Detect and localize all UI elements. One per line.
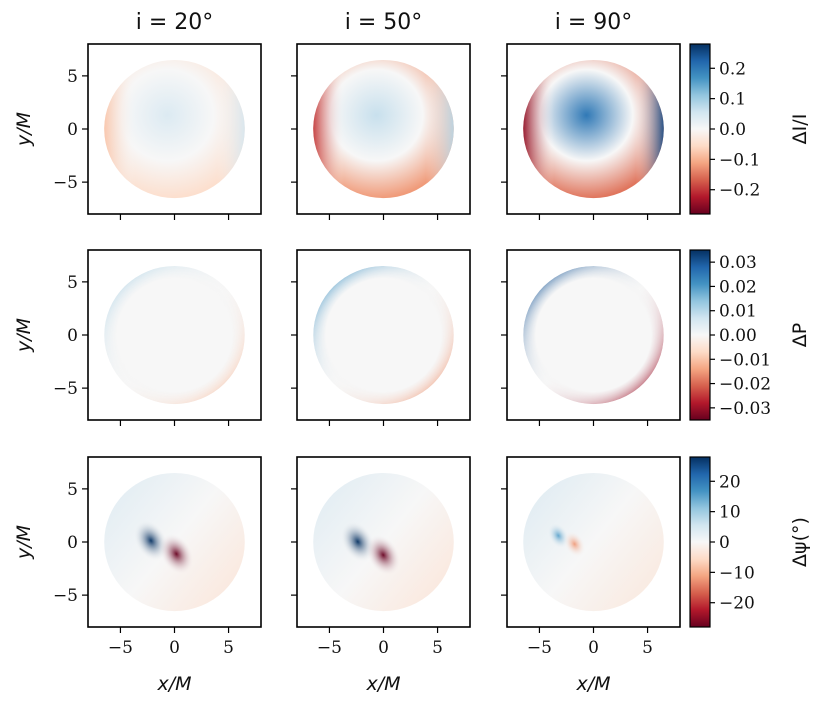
colorbar-label: ΔI/I xyxy=(789,114,811,145)
panel-r0-c2 xyxy=(501,43,681,220)
disk-rim-shading xyxy=(313,59,454,199)
x-tick-label: −5 xyxy=(527,638,552,658)
y-axis-label: y/M xyxy=(13,318,35,353)
y-tick-label: −5 xyxy=(53,586,78,606)
x-tick-label: 5 xyxy=(223,638,234,658)
colorbar-tick-label: −0.03 xyxy=(719,399,771,419)
colorbar-row-0: 0.2 0.1 0.0 −0.1 −0.2 ΔI/I xyxy=(689,43,811,215)
disk-rim-shading xyxy=(523,265,664,405)
panel-r0-c1 xyxy=(291,43,471,220)
colorbar xyxy=(689,43,711,215)
disk-rim-shading xyxy=(104,59,245,199)
x-tick-label: 5 xyxy=(432,638,443,658)
panel-r1-c1 xyxy=(291,249,471,426)
colorbar-tick-label: −0.02 xyxy=(719,375,771,395)
column-title-i50: i = 50° xyxy=(345,10,423,35)
negative-lobe xyxy=(159,533,194,575)
colorbar-tick-label: 0.01 xyxy=(719,302,757,322)
y-axis-label: y/M xyxy=(13,525,35,560)
y-tick-label: 5 xyxy=(67,273,78,293)
colorbar-tick-label: 0.03 xyxy=(719,253,757,273)
colorbar-tick-label: 0.1 xyxy=(719,90,746,110)
disk-rim-shading xyxy=(523,59,664,199)
y-tick-label: 0 xyxy=(67,533,78,553)
panel-r2-c2: −5 0 5 xyxy=(501,456,681,658)
colorbar-tick-label: 0 xyxy=(719,533,730,553)
x-tick-label: 0 xyxy=(378,638,389,658)
colorbar-tick-label: −0.1 xyxy=(719,150,760,170)
y-tick-label: 5 xyxy=(67,67,78,87)
x-tick-label: 0 xyxy=(588,638,599,658)
colorbar-tick-label: −0.2 xyxy=(719,181,760,201)
disk-rim-shading xyxy=(104,265,245,405)
disk-rim-shading xyxy=(313,265,454,405)
colorbars: 0.2 0.1 0.0 −0.1 −0.2 ΔI/I 0.03 0.02 0.01 0.00 −0.… xyxy=(689,43,811,628)
y-tick-label: 5 xyxy=(67,480,78,500)
negative-lobe xyxy=(563,531,586,558)
colorbar-row-2: 20 10 0 −10 −20 Δψ(°) xyxy=(689,456,811,628)
colorbar-tick-label: 0.00 xyxy=(719,326,757,346)
colorbar xyxy=(689,456,711,628)
column-titles: i = 20° i = 50° i = 90° xyxy=(136,10,633,35)
x-axis-label: x/M xyxy=(365,673,400,695)
y-tick-label: −5 xyxy=(53,173,78,193)
x-tick-label: 0 xyxy=(169,638,180,658)
y-tick-label: 0 xyxy=(67,120,78,140)
column-title-i20: i = 20° xyxy=(136,10,214,35)
x-tick-label: −5 xyxy=(108,638,133,658)
panel-r0-c0: −5 0 5 xyxy=(53,43,262,220)
colorbar-tick-label: 10 xyxy=(719,503,741,523)
x-axis-label: x/M xyxy=(575,673,610,695)
panel-grid: −5 0 5 −5 0 5 −5 0 5 −5 0 5 −5 0 5 −5 0 5 xyxy=(53,43,681,658)
y-tick-label: 0 xyxy=(67,326,78,346)
colorbar xyxy=(689,249,711,421)
panel-r2-c1: −5 0 5 xyxy=(291,456,471,658)
axis-labels: y/M y/M y/M x/M x/M x/M xyxy=(13,112,611,695)
y-axis-label: y/M xyxy=(13,112,35,147)
panel-r1-c2 xyxy=(501,249,681,426)
colorbar-tick-label: −0.01 xyxy=(719,350,771,370)
colorbar-label: Δψ(°) xyxy=(789,517,811,567)
x-tick-label: −5 xyxy=(317,638,342,658)
colorbar-tick-label: 20 xyxy=(719,472,741,492)
colorbar-tick-label: 0.2 xyxy=(719,59,746,79)
colorbar-tick-label: −10 xyxy=(719,563,755,583)
colorbar-row-1: 0.03 0.02 0.01 0.00 −0.01 −0.02 −0.03 ΔP xyxy=(689,249,811,421)
panel-r2-c0: −5 0 5 −5 0 5 xyxy=(53,456,262,658)
disk-image xyxy=(523,472,664,612)
column-title-i90: i = 90° xyxy=(555,10,633,35)
panel-r1-c0: −5 0 5 xyxy=(53,249,262,426)
colorbar-label: ΔP xyxy=(789,323,811,347)
colorbar-tick-label: 0.02 xyxy=(719,277,757,297)
x-axis-label: x/M xyxy=(156,673,191,695)
colorbar-tick-label: 0.0 xyxy=(719,120,746,140)
x-tick-label: 5 xyxy=(642,638,653,658)
colorbar-tick-label: −20 xyxy=(719,594,755,614)
negative-lobe xyxy=(365,534,401,576)
y-tick-label: −5 xyxy=(53,379,78,399)
